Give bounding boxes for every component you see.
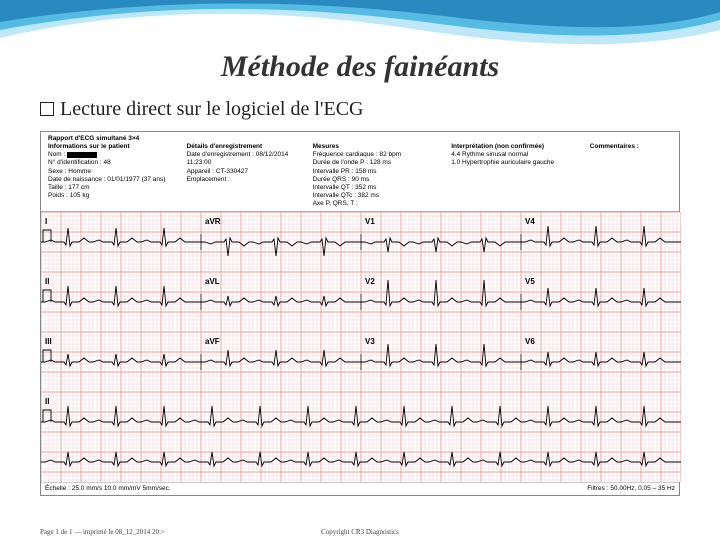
svg-text:III: III — [45, 337, 52, 346]
report-title: Rapport d'ECG simultané 3×4 — [48, 135, 139, 142]
interp-line2: 1.0 Hypertrophie auriculaire gauche — [451, 159, 554, 166]
ecg-footer: Échelle : 25.0 mm/s 10.0 mm/mV 5mm/sec. … — [41, 482, 679, 495]
recdate-label: Date d'enregistrement : — [187, 151, 254, 158]
pagefoot-center: Copyright CR3 Diagnostics — [321, 528, 399, 536]
svg-text:V2: V2 — [365, 277, 375, 286]
nom-redacted — [67, 152, 97, 158]
interp-section: Interprétation (non confirmée) — [451, 143, 544, 150]
id-label: N° d'identification : — [48, 159, 102, 166]
recording-section: Détails d'enregistrement — [187, 143, 263, 150]
dob-value: 01/01/1977 (37 ans) — [107, 176, 165, 183]
comments-section: Commentaires : — [590, 143, 639, 150]
patient-section: Informations sur le patient — [48, 143, 130, 150]
pwave-label: Durée de l'onde P : — [313, 159, 368, 166]
comments-col: Commentaires : — [587, 135, 675, 208]
appareil-value: CT-330427 — [216, 168, 248, 175]
sexe-value: Homme — [68, 168, 91, 175]
pagefoot-left: Page 1 de 1 — imprimé le 08_12_2014 20:> — [40, 528, 165, 536]
qtc-label: Intervalle QTc : — [313, 192, 356, 199]
taille-label: Taille : — [48, 184, 66, 191]
qt-label: Intervalle QT : — [313, 184, 354, 191]
qrs-value: 90 ms — [352, 176, 370, 183]
dob-label: Date de naissance : — [48, 176, 105, 183]
sexe-label: Sexe : — [48, 168, 66, 175]
id-value: 48 — [104, 159, 111, 166]
emplacement-label: Emplacement : — [187, 176, 230, 183]
appareil-label: Appareil : — [187, 168, 214, 175]
patient-info-col: Rapport d'ECG simultané 3×4 Informations… — [45, 135, 184, 208]
ecg-traces: IaVR V1 V4 II aVL V2 V5 III aVF V3 V6 II — [41, 212, 681, 482]
qrs-label: Durée QRS : — [313, 176, 350, 183]
svg-text:aVL: aVL — [205, 277, 220, 286]
svg-text:I: I — [45, 217, 47, 226]
interp-col: Interprétation (non confirmée) 4.4 Rythm… — [448, 135, 587, 208]
nom-label: Nom : — [48, 151, 65, 158]
axe-label: Axe P, QRS, T : — [313, 200, 358, 207]
freq-value: 82 bpm — [379, 151, 401, 158]
slide-subtitle: Lecture direct sur le logiciel de l'ECG — [40, 98, 680, 121]
poids-value: 105 kg — [70, 192, 90, 199]
freq-label: Fréquence cardiaque : — [313, 151, 378, 158]
svg-text:II: II — [45, 277, 49, 286]
ecg-header: Rapport d'ECG simultané 3×4 Informations… — [41, 132, 679, 212]
qtc-value: 382 ms — [358, 192, 379, 199]
subtitle-text: Lecture direct sur le logiciel de l'ECG — [60, 98, 364, 120]
recording-col: Détails d'enregistrement Date d'enregist… — [184, 135, 310, 208]
svg-text:aVF: aVF — [205, 337, 220, 346]
svg-text:V5: V5 — [525, 277, 535, 286]
svg-text:V6: V6 — [525, 337, 535, 346]
svg-text:V4: V4 — [525, 217, 535, 226]
poids-label: Poids : — [48, 192, 68, 199]
slide-title: Méthode des fainéants — [40, 50, 680, 84]
measures-col: Mesures Fréquence cardiaque : 82 bpm Dur… — [310, 135, 449, 208]
svg-text:V3: V3 — [365, 337, 375, 346]
qt-value: 352 ms — [355, 184, 376, 191]
ecg-grid: IaVR V1 V4 II aVL V2 V5 III aVF V3 V6 II — [41, 212, 679, 482]
pwave-value: 128 ms — [370, 159, 391, 166]
svg-text:II: II — [45, 397, 49, 406]
measures-section: Mesures — [313, 143, 339, 150]
ecg-report: Rapport d'ECG simultané 3×4 Informations… — [40, 131, 680, 496]
pr-value: 158 ms — [355, 168, 376, 175]
bullet-box — [40, 102, 54, 116]
pr-label: Intervalle PR : — [313, 168, 354, 175]
interp-line1: 4.4 Rythme sinusal normal — [451, 151, 528, 158]
svg-text:V1: V1 — [365, 217, 375, 226]
filtres-text: Filtres : 50.00Hz, 0.05 – 35 Hz — [587, 485, 675, 492]
taille-value: 177 cm — [68, 184, 89, 191]
echelle-text: Échelle : 25.0 mm/s 10.0 mm/mV 5mm/sec. — [45, 485, 171, 492]
svg-text:aVR: aVR — [205, 217, 221, 226]
